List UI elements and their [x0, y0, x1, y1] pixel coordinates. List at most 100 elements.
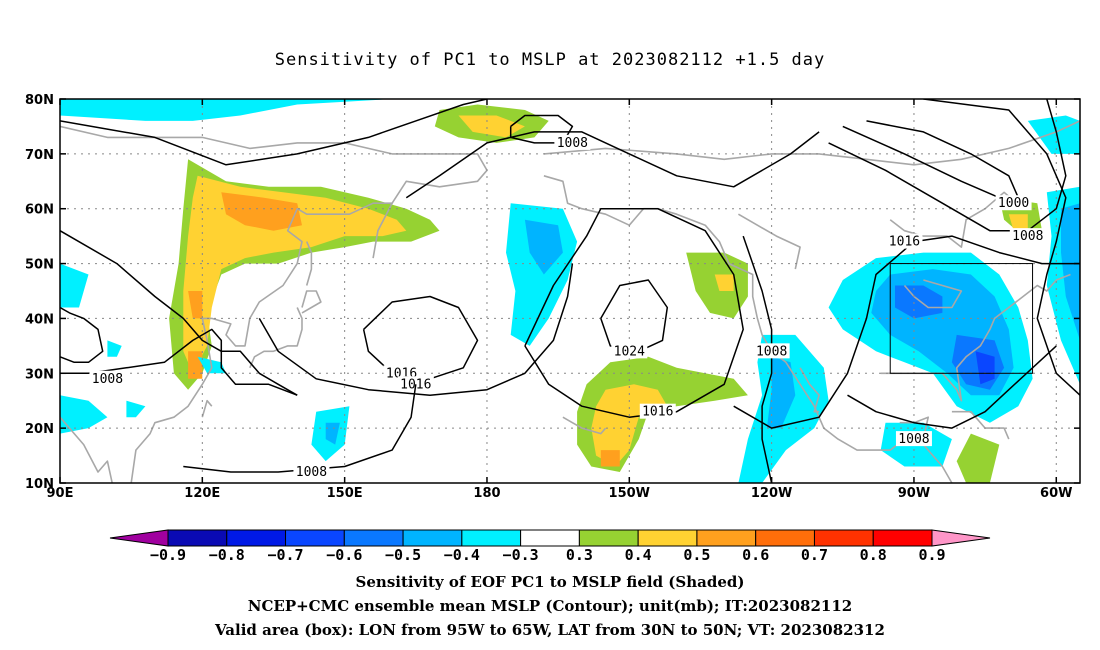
isobar-label-7: 1008	[898, 432, 929, 447]
colorbar-cell-2	[285, 529, 345, 547]
isobar-0	[509, 114, 574, 144]
shaded-region-6	[458, 115, 525, 138]
coastline-2	[372, 202, 393, 259]
shaded-region-34	[1061, 203, 1080, 341]
colorbar-label-5: −0.4	[444, 546, 480, 564]
isobar-label-14: 1008	[92, 372, 123, 387]
colorbar: −0.9 −0.8 −0.7 −0.6 −0.5 −0.4 −0.3 0.3 0.4 0.5 0.6…	[109, 529, 991, 564]
colorbar-label-13: 0.9	[918, 546, 945, 564]
shaded-region-10	[686, 252, 748, 319]
plot-frame	[59, 98, 1081, 484]
isobar-label-3: 1016	[642, 405, 673, 420]
shaded-region-27	[60, 99, 393, 121]
coastline-14	[737, 213, 801, 270]
colorbar-label-3: −0.6	[326, 546, 362, 564]
y-tick-label-50N: 50N	[25, 258, 54, 273]
isobar-label-bg-5	[753, 343, 790, 359]
colorbar-cell-11	[813, 529, 874, 547]
isobar-label-6: 1016	[889, 235, 920, 250]
coastline-15	[562, 416, 607, 435]
colorbar-cell-4	[402, 529, 463, 547]
coastline-1	[60, 125, 488, 483]
colorbar-label-6: −0.3	[503, 546, 539, 564]
coastline-6	[201, 399, 213, 418]
colorbar-cell-7	[578, 529, 639, 547]
x-tick-label-120W: 120W	[751, 486, 792, 501]
isobar-label-bg-3	[639, 403, 676, 419]
isobar-label-15: 1008	[296, 465, 327, 480]
isobar-label-bg-15	[293, 464, 330, 480]
x-tick-label-180: 180	[473, 486, 500, 501]
colorbar-high-arrow	[931, 529, 991, 547]
isobar-label-9: 1008	[1012, 229, 1043, 244]
shaded-region-2	[221, 192, 302, 231]
colorbar-label-10: 0.6	[742, 546, 769, 564]
x-tick-label-150W: 150W	[609, 486, 650, 501]
isobar-15	[183, 384, 417, 473]
isobar-label-bg-14	[89, 370, 126, 386]
isobar-3	[524, 207, 744, 418]
x-tick-label-120E: 120E	[184, 486, 220, 501]
shaded-region-11	[714, 274, 734, 291]
x-tick-label-90E: 90E	[47, 486, 74, 501]
isobar-1	[362, 295, 479, 380]
shaded-region-28	[60, 263, 89, 308]
coastline-5	[305, 241, 313, 286]
mslp-contours: 1008101610241016101610081016100810001008…	[60, 99, 1080, 483]
isobar-label-bg-0	[554, 134, 591, 150]
isobar-label-bg-4	[397, 376, 434, 392]
colorbar-cell-5	[461, 529, 522, 547]
coastline-4	[301, 290, 322, 314]
shaded-region-23	[766, 356, 796, 429]
colorbar-label-9: 0.5	[683, 546, 710, 564]
colorbar-cell-8	[637, 529, 698, 547]
coastline-0	[60, 416, 113, 483]
colorbar-low-arrow	[109, 529, 169, 547]
shaded-region-13	[1008, 214, 1028, 231]
shaded-region-1	[183, 175, 407, 374]
isobar-label-bg-7	[895, 431, 932, 447]
y-tick-label-20N: 20N	[25, 422, 54, 437]
isobar-14	[60, 328, 298, 396]
colorbar-cell-1	[226, 529, 287, 547]
isobar-label-5: 1008	[756, 344, 787, 359]
isobar-label-bg-6	[886, 233, 923, 249]
colorbar-label-1: −0.8	[209, 546, 245, 564]
colorbar-label-11: 0.7	[801, 546, 828, 564]
colorbar-label-2: −0.7	[267, 546, 303, 564]
y-tick-label-80N: 80N	[25, 93, 54, 108]
map-axes: 90E 120E 150E 180 150W 120W 90W 60W 10N 20N 30N 40N…	[25, 93, 1080, 501]
shaded-region-30	[126, 400, 146, 418]
map-title: Sensitivity of PC1 to MSLP at 2023082112…	[274, 50, 826, 70]
coastline-3	[249, 307, 303, 369]
coastline-12	[543, 120, 1080, 166]
isobar-label-2: 1024	[614, 344, 645, 359]
isobar-6	[733, 235, 1080, 429]
y-tick-label-10N: 10N	[25, 477, 54, 492]
y-tick-label-70N: 70N	[25, 148, 54, 163]
shaded-region-4	[188, 351, 203, 379]
x-tick-label-150E: 150E	[327, 486, 363, 501]
colorbar-cell-6	[520, 529, 580, 547]
coastline-7	[543, 175, 953, 483]
isobar-label-bg-2	[611, 343, 648, 359]
shaded-region-21	[524, 219, 563, 275]
caption-shaded: Sensitivity of EOF PC1 to MSLP field (Sh…	[355, 573, 745, 591]
colorbar-label-0: −0.9	[150, 546, 186, 564]
y-tick-label-60N: 60N	[25, 203, 54, 218]
shaded-region-29	[60, 395, 108, 434]
y-tick-label-40N: 40N	[25, 312, 54, 327]
shaded-region-3	[188, 291, 203, 319]
colorbar-label-7: 0.3	[566, 546, 593, 564]
isobar-4	[258, 263, 574, 396]
shaded-region-14	[956, 433, 1000, 483]
isobar-label-0: 1008	[557, 136, 588, 151]
isobar-16	[60, 306, 104, 364]
shaded-region-35	[1027, 115, 1080, 154]
coastline-8	[799, 367, 820, 413]
isobar-label-bg-8	[995, 195, 1032, 211]
lat-lon-grid	[60, 99, 1080, 483]
valid-area-box	[889, 263, 1034, 374]
caption-contour: NCEP+CMC ensemble mean MSLP (Contour); u…	[247, 597, 853, 615]
